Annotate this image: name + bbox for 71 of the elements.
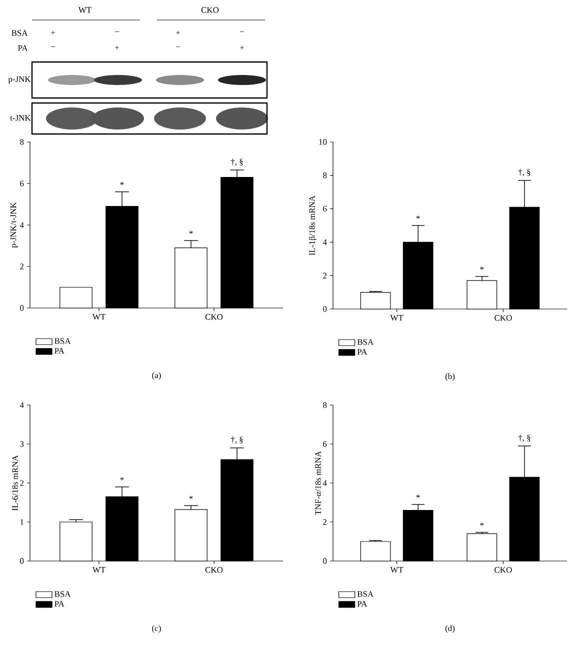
y-tick-label: 3 xyxy=(20,441,24,447)
legend-label: PA xyxy=(357,601,368,607)
y-tick-label: 4 xyxy=(322,239,327,245)
y-tick-label: 6 xyxy=(323,206,327,212)
legend-label: BSA xyxy=(357,339,374,345)
x-tick-label: CKO xyxy=(205,567,223,573)
y-tick-label: 8 xyxy=(323,172,327,178)
x-tick-label: CKO xyxy=(494,315,512,321)
y-tick-label: 2 xyxy=(323,519,327,525)
y-tick-label: 10 xyxy=(319,139,327,145)
annotation: * xyxy=(480,522,484,526)
y-tick-label: 1 xyxy=(20,519,24,525)
annotation: †, § xyxy=(230,158,243,166)
text: (b) xyxy=(445,373,455,381)
x-tick-label: WT xyxy=(92,567,106,573)
text: − xyxy=(176,46,180,47)
annotation: * xyxy=(416,216,420,219)
y-tick-label: 0 xyxy=(20,558,24,564)
y-axis-title: TNF-α/18s mRNA xyxy=(315,451,321,515)
text: PA xyxy=(18,45,28,51)
y-tick-label: 6 xyxy=(323,441,327,447)
text: t-JNK xyxy=(10,115,31,121)
x-tick-label: WT xyxy=(92,314,106,320)
legend-label: PA xyxy=(54,348,64,354)
annotation: * xyxy=(120,182,124,186)
annotation: †, § xyxy=(518,434,530,442)
text: + xyxy=(115,46,119,50)
x-tick-label: WT xyxy=(390,315,404,321)
y-tick-label: 2 xyxy=(20,264,24,270)
legend-label: BSA xyxy=(54,338,71,344)
text: CKO xyxy=(201,7,219,13)
y-tick-label: 8 xyxy=(20,139,24,145)
annotation: * xyxy=(120,477,124,480)
y-tick-label: 4 xyxy=(20,402,24,408)
y-axis-title: p-JNK/t-JNK xyxy=(10,202,18,248)
text: p-JNK xyxy=(8,76,31,84)
text: − xyxy=(115,31,119,32)
legend-label: BSA xyxy=(357,591,374,597)
annotation: * xyxy=(416,494,420,498)
text: + xyxy=(51,30,55,35)
annotation: †, § xyxy=(230,436,243,444)
x-tick-label: CKO xyxy=(205,314,223,320)
legend-label: BSA xyxy=(54,591,71,597)
y-tick-label: 8 xyxy=(323,402,327,408)
y-tick-label: 4 xyxy=(20,222,24,228)
text: − xyxy=(51,46,55,47)
y-axis-title: IL-1β/18s mRNA xyxy=(308,196,317,256)
annotation: * xyxy=(189,230,193,234)
text: (c) xyxy=(152,625,161,633)
annotation: †, § xyxy=(518,169,530,176)
text: − xyxy=(240,31,244,32)
text: (d) xyxy=(445,625,455,633)
y-tick-label: 0 xyxy=(323,306,327,312)
x-tick-label: CKO xyxy=(494,567,512,573)
y-tick-label: 2 xyxy=(20,480,24,486)
legend-label: PA xyxy=(54,601,64,607)
y-axis-title: IL-6/18s mRNA xyxy=(12,455,18,511)
annotation: * xyxy=(480,266,484,270)
text: + xyxy=(240,46,244,50)
annotation: * xyxy=(189,496,193,499)
y-tick-label: 2 xyxy=(323,272,327,278)
text: (a) xyxy=(152,372,161,380)
y-tick-label: 6 xyxy=(20,180,24,186)
x-tick-label: WT xyxy=(390,567,404,573)
y-tick-label: 0 xyxy=(323,558,327,564)
text: WT xyxy=(78,7,92,13)
text: + xyxy=(176,30,180,35)
legend-label: PA xyxy=(357,349,368,355)
text: BSA xyxy=(12,30,28,36)
y-tick-label: 0 xyxy=(20,305,24,311)
y-tick-label: 4 xyxy=(322,480,327,486)
